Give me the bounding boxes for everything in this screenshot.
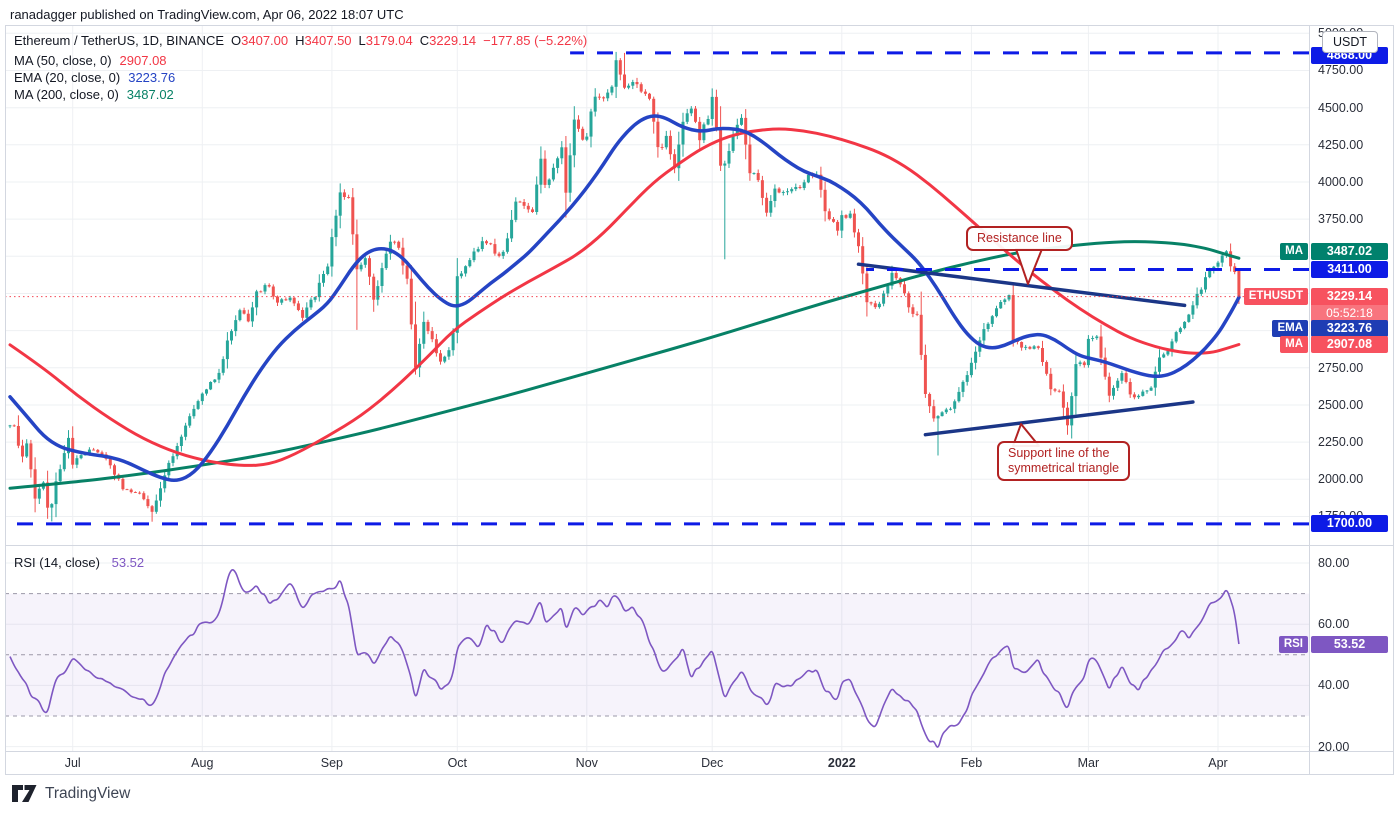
axis-chip-tag-rsi: RSI: [1278, 635, 1308, 653]
rsi-tick-label: 60.00: [1318, 617, 1350, 632]
ohlc-letter: H: [295, 33, 305, 48]
time-tick-label: Dec: [701, 756, 724, 770]
tradingview-logo[interactable]: TradingView: [11, 783, 130, 804]
ohlc-values: O3407.00 H3407.50 L3179.04 C3229.14: [224, 33, 476, 48]
ohlc-letter: C: [419, 33, 430, 48]
price-tick-label: 2750.00: [1318, 360, 1364, 375]
price-tick-label: 4000.00: [1318, 174, 1364, 189]
time-tick-label: Aug: [191, 756, 214, 770]
annotation-resistance-line[interactable]: Resistance line: [966, 226, 1073, 251]
legend-symbol-row[interactable]: Ethereum / TetherUS, 1D, BINANCE O3407.00…: [14, 33, 587, 48]
ma200-label: MA (200, close, 0): [14, 87, 119, 102]
price-tick-label: 2000.00: [1318, 472, 1364, 487]
price-tick-label: 3750.00: [1318, 212, 1364, 227]
tradingview-wordmark: TradingView: [45, 784, 131, 802]
candlesticks: [8, 51, 1241, 522]
rsi-value: 53.52: [111, 555, 145, 570]
axis-chip: 3223.76: [1311, 319, 1388, 337]
support-trendline[interactable]: [923, 400, 1195, 437]
ema20-value: 3223.76: [128, 70, 176, 85]
annotation-support-line[interactable]: Support line of the symmetrical triangle: [997, 441, 1131, 481]
change-value: −177.85 (−5.22%): [483, 33, 588, 48]
time-tick-label: Apr: [1208, 756, 1228, 770]
time-tick-label: Oct: [447, 756, 468, 770]
rsi-tick-label: 20.00: [1318, 739, 1350, 754]
axis-currency-badge: USDT: [1322, 31, 1378, 53]
time-tick-label: Jul: [64, 756, 81, 770]
last-price: 3229.14: [1326, 289, 1373, 304]
price-tick-label: 2250.00: [1318, 435, 1364, 450]
ohlc-number: 3229.14: [429, 33, 477, 48]
axis-chip: 3411.00: [1311, 261, 1388, 279]
time-tick-label: 2022: [827, 756, 856, 770]
ma200-value: 3487.02: [126, 87, 174, 102]
axis-chip: 3487.02: [1311, 242, 1388, 260]
chart-frame: [5, 25, 1394, 775]
symbol-title: Ethereum / TetherUS, 1D, BINANCE: [14, 33, 225, 48]
time-tick-label: Nov: [575, 756, 598, 770]
legend-ema20-row[interactable]: EMA (20, close, 0) 3223.76: [14, 70, 175, 85]
rsi-legend[interactable]: RSI (14, close) 53.52: [14, 555, 144, 570]
axis-chip-tag-ma: MA: [1280, 336, 1308, 353]
ohlc-letter: L: [358, 33, 366, 48]
rsi-tick-label: 80.00: [1318, 556, 1350, 571]
ma50-value: 2907.08: [119, 53, 167, 68]
price-tick-label: 4750.00: [1318, 63, 1364, 78]
ema20-line[interactable]: [8, 114, 1241, 482]
axis-chip: 2907.08: [1311, 336, 1388, 353]
time-tick-label: Sep: [320, 756, 344, 770]
time-tick-label: Feb: [960, 756, 983, 770]
price-tick-label: 4250.00: [1318, 137, 1364, 152]
ma50-line[interactable]: [8, 127, 1241, 467]
axis-chip: 1700.00: [1311, 515, 1388, 533]
axis-chip-tag-ema: EMA: [1272, 319, 1308, 337]
legend-ma50-row[interactable]: MA (50, close, 0) 2907.08: [14, 53, 167, 68]
rsi-tick-label: 40.00: [1318, 678, 1350, 693]
tradingview-logo-icon: [12, 785, 37, 802]
time-tick-label: Mar: [1077, 756, 1100, 770]
ma200-line[interactable]: [8, 240, 1241, 490]
axis-chip-tag-ma: MA: [1280, 242, 1308, 260]
ohlc-letter: O: [231, 33, 242, 48]
rsi-line[interactable]: [9, 569, 1240, 748]
price-tick-label: 4500.00: [1318, 100, 1364, 115]
axis-chip-tag-ethusdt: ETHUSDT: [1243, 288, 1308, 306]
ohlc-number: 3179.04: [365, 33, 413, 48]
ohlc-number: 3407.00: [241, 33, 289, 48]
price-tick-label: 2500.00: [1318, 397, 1364, 412]
ma50-label: MA (50, close, 0): [14, 53, 112, 68]
resistance-trendline[interactable]: [856, 262, 1187, 308]
axis-chip-rsi: 53.52: [1311, 635, 1388, 653]
ohlc-number: 3407.50: [304, 33, 352, 48]
rsi-label: RSI (14, close): [14, 555, 100, 570]
ema20-label: EMA (20, close, 0): [14, 70, 121, 85]
legend-ma200-row[interactable]: MA (200, close, 0) 3487.02: [14, 87, 174, 102]
publish-caption: ranadagger published on TradingView.com,…: [10, 7, 404, 22]
bar-countdown: 05:52:18: [1311, 305, 1388, 322]
axis-chip: 3229.14 05:52:18: [1311, 288, 1388, 322]
